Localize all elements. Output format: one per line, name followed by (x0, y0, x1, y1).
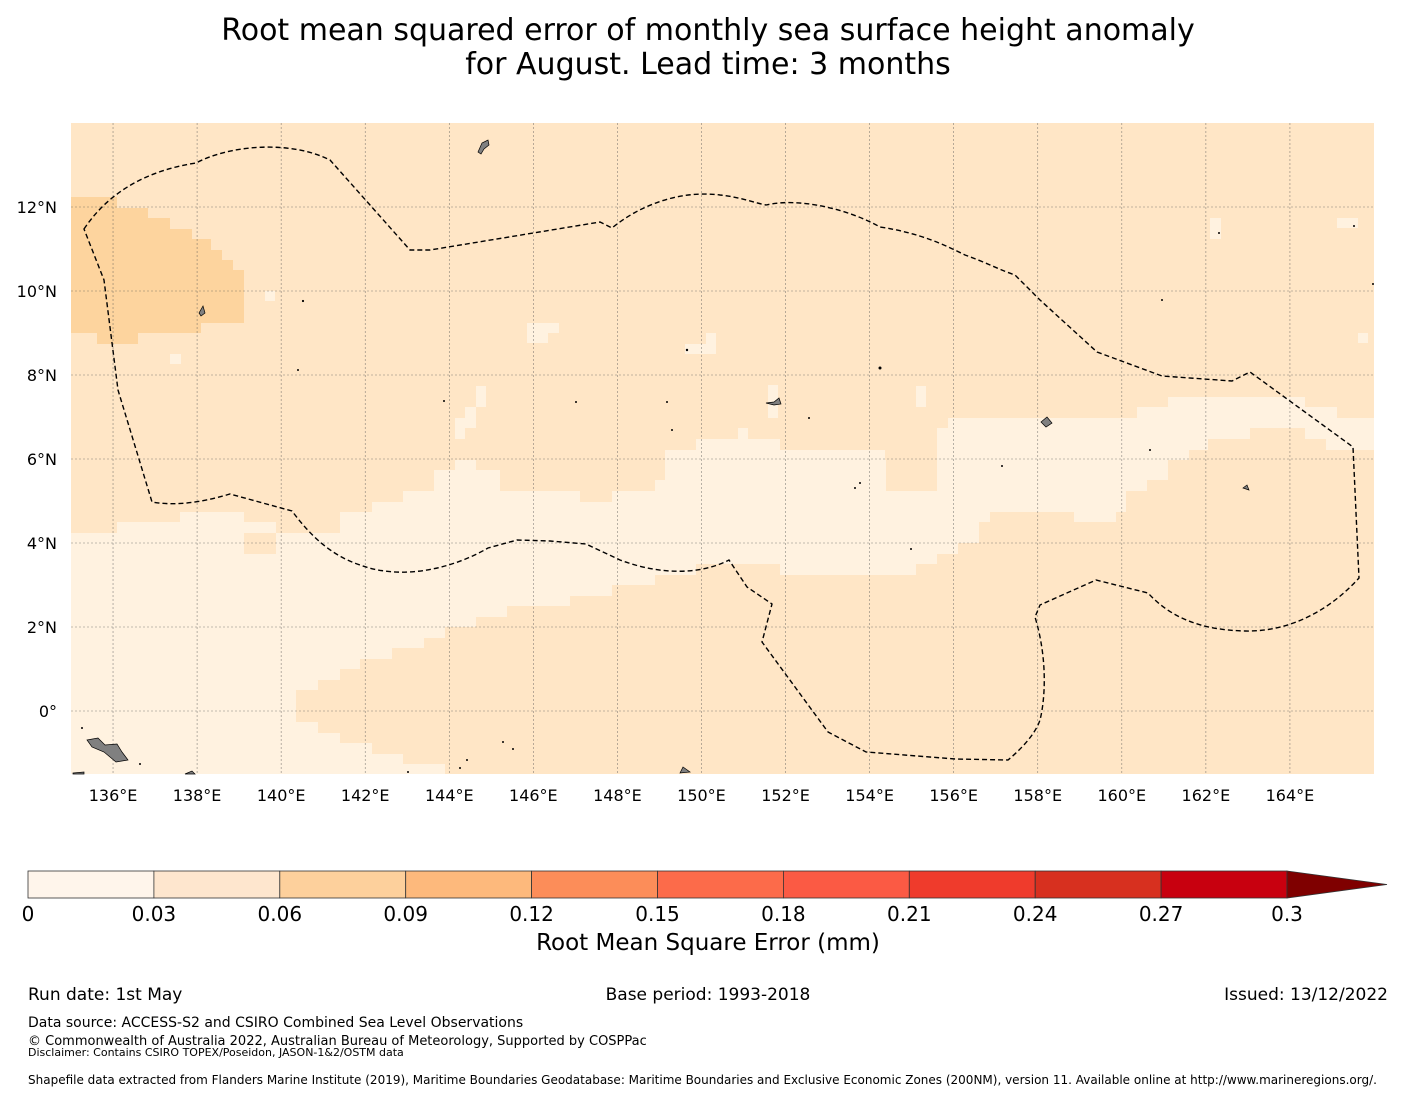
gridlines (71, 123, 1374, 774)
colorbar-label: Root Mean Square Error (mm) (536, 930, 880, 956)
island-guam (477, 139, 490, 155)
lat-tick-label: 4°N (27, 534, 57, 553)
issued-date: Issued: 13/12/2022 (1224, 985, 1388, 1005)
colorbar-tick: 0.15 (635, 902, 680, 926)
lon-tick-label: 162°E (1182, 786, 1231, 805)
lon-tick-label: 144°E (425, 786, 474, 805)
lon-tick-label: 150°E (677, 786, 726, 805)
colorbar-tick: 0.21 (887, 902, 932, 926)
field-patch (476, 386, 486, 407)
colorbar-segment (908, 870, 1036, 899)
lon-tick-label: 136°E (89, 786, 138, 805)
disclaimer: Disclaimer: Contains CSIRO TOPEX/Poseido… (28, 1046, 404, 1059)
field-patch (768, 385, 778, 418)
field-low-band (71, 397, 1374, 774)
colorbar-segment (1160, 870, 1288, 899)
lon-tick-label: 148°E (593, 786, 642, 805)
colorbar-segment (153, 870, 281, 899)
lon-tick-label: 140°E (257, 786, 306, 805)
lon-tick-label: 138°E (173, 786, 222, 805)
island-palau (198, 305, 206, 317)
field-higher-patch-center (886, 460, 937, 491)
colorbar-tick: 0.3 (1271, 902, 1303, 926)
eez-boundary (83, 146, 1360, 761)
lon-tick-label: 158°E (1013, 786, 1062, 805)
colorbar-tick: 0.12 (509, 902, 554, 926)
atolls (81, 225, 1374, 773)
title-line-1: Root mean squared error of monthly sea s… (221, 13, 1195, 48)
island-png-north (86, 737, 129, 763)
colorbar-segment (531, 870, 658, 899)
colorbar-tick: 0.18 (761, 902, 806, 926)
run-date: Run date: 1st May (28, 985, 183, 1005)
field-patch (1210, 218, 1221, 239)
copyright: © Commonwealth of Australia 2022, Austra… (28, 1034, 647, 1049)
field-patch (170, 354, 181, 364)
field-patch (916, 386, 926, 407)
field-patch (1358, 333, 1368, 343)
data-source: Data source: ACCESS-S2 and CSIRO Combine… (28, 1015, 524, 1031)
colorbar-segment (783, 870, 910, 899)
colorbar-tick: 0.24 (1013, 902, 1058, 926)
lon-tick-label: 160°E (1097, 786, 1146, 805)
field-patch (685, 344, 716, 354)
colorbar-segment (279, 870, 407, 899)
islands (72, 139, 1250, 775)
lon-tick-label: 152°E (761, 786, 810, 805)
field-patch (265, 291, 275, 301)
colorbar-segment (405, 870, 533, 899)
shapefile-credit: Shapefile data extracted from Flanders M… (28, 1073, 1377, 1087)
lat-tick-label: 2°N (27, 618, 57, 637)
longitude-labels: 136°E 138°E 140°E 142°E 144°E 146°E 148°E 150°E… (89, 786, 1315, 805)
lon-tick-label: 146°E (509, 786, 558, 805)
colorbar-tick-labels: 0 0.03 0.06 0.09 0.12 0.15 0.18 0.21 0.24 0.27 0.3 (22, 902, 1303, 926)
colorbar-tick: 0.27 (1139, 902, 1184, 926)
title-line-2: for August. Lead time: 3 months (465, 47, 951, 82)
field-patch (455, 418, 465, 439)
field-higher-patch-south (244, 533, 276, 554)
island-sw-corner (72, 771, 85, 775)
colorbar-tick: 0.03 (132, 902, 177, 926)
island-pohnpei (1040, 416, 1053, 428)
field-patch (465, 407, 476, 428)
field-patch (527, 333, 548, 343)
island-new-ireland (679, 766, 691, 774)
colorbar-segment (657, 870, 784, 899)
island-chuuk (765, 397, 782, 406)
island-bottom-1 (184, 770, 196, 775)
colorbar (27, 870, 1388, 899)
lon-tick-label: 154°E (845, 786, 894, 805)
island-kosrae (1242, 484, 1250, 491)
colorbar-extend-arrow (1286, 870, 1388, 899)
field-patch (1337, 218, 1358, 228)
lon-tick-label: 164°E (1266, 786, 1315, 805)
lon-tick-label: 142°E (341, 786, 390, 805)
colorbar-tick: 0.06 (258, 902, 303, 926)
latitude-labels: 0° 2°N 4°N 6°N 8°N 10°N 12°N (17, 198, 57, 721)
colorbar-segment (1034, 870, 1162, 899)
colorbar-segment (27, 870, 155, 899)
lat-tick-label: 6°N (27, 450, 57, 469)
map-title: Root mean squared error of monthly sea s… (0, 14, 1416, 82)
lon-tick-label: 156°E (929, 786, 978, 805)
colorbar-tick: 0.09 (383, 902, 428, 926)
colorbar-tick: 0 (22, 902, 35, 926)
base-period: Base period: 1993-2018 (605, 985, 811, 1005)
lat-tick-label: 8°N (27, 366, 57, 385)
lat-tick-label: 10°N (17, 282, 57, 301)
field-high-west (71, 197, 244, 344)
field-patch (527, 323, 559, 333)
lat-tick-label: 0° (39, 702, 57, 721)
lat-tick-label: 12°N (17, 198, 57, 217)
field-patch (706, 333, 716, 344)
